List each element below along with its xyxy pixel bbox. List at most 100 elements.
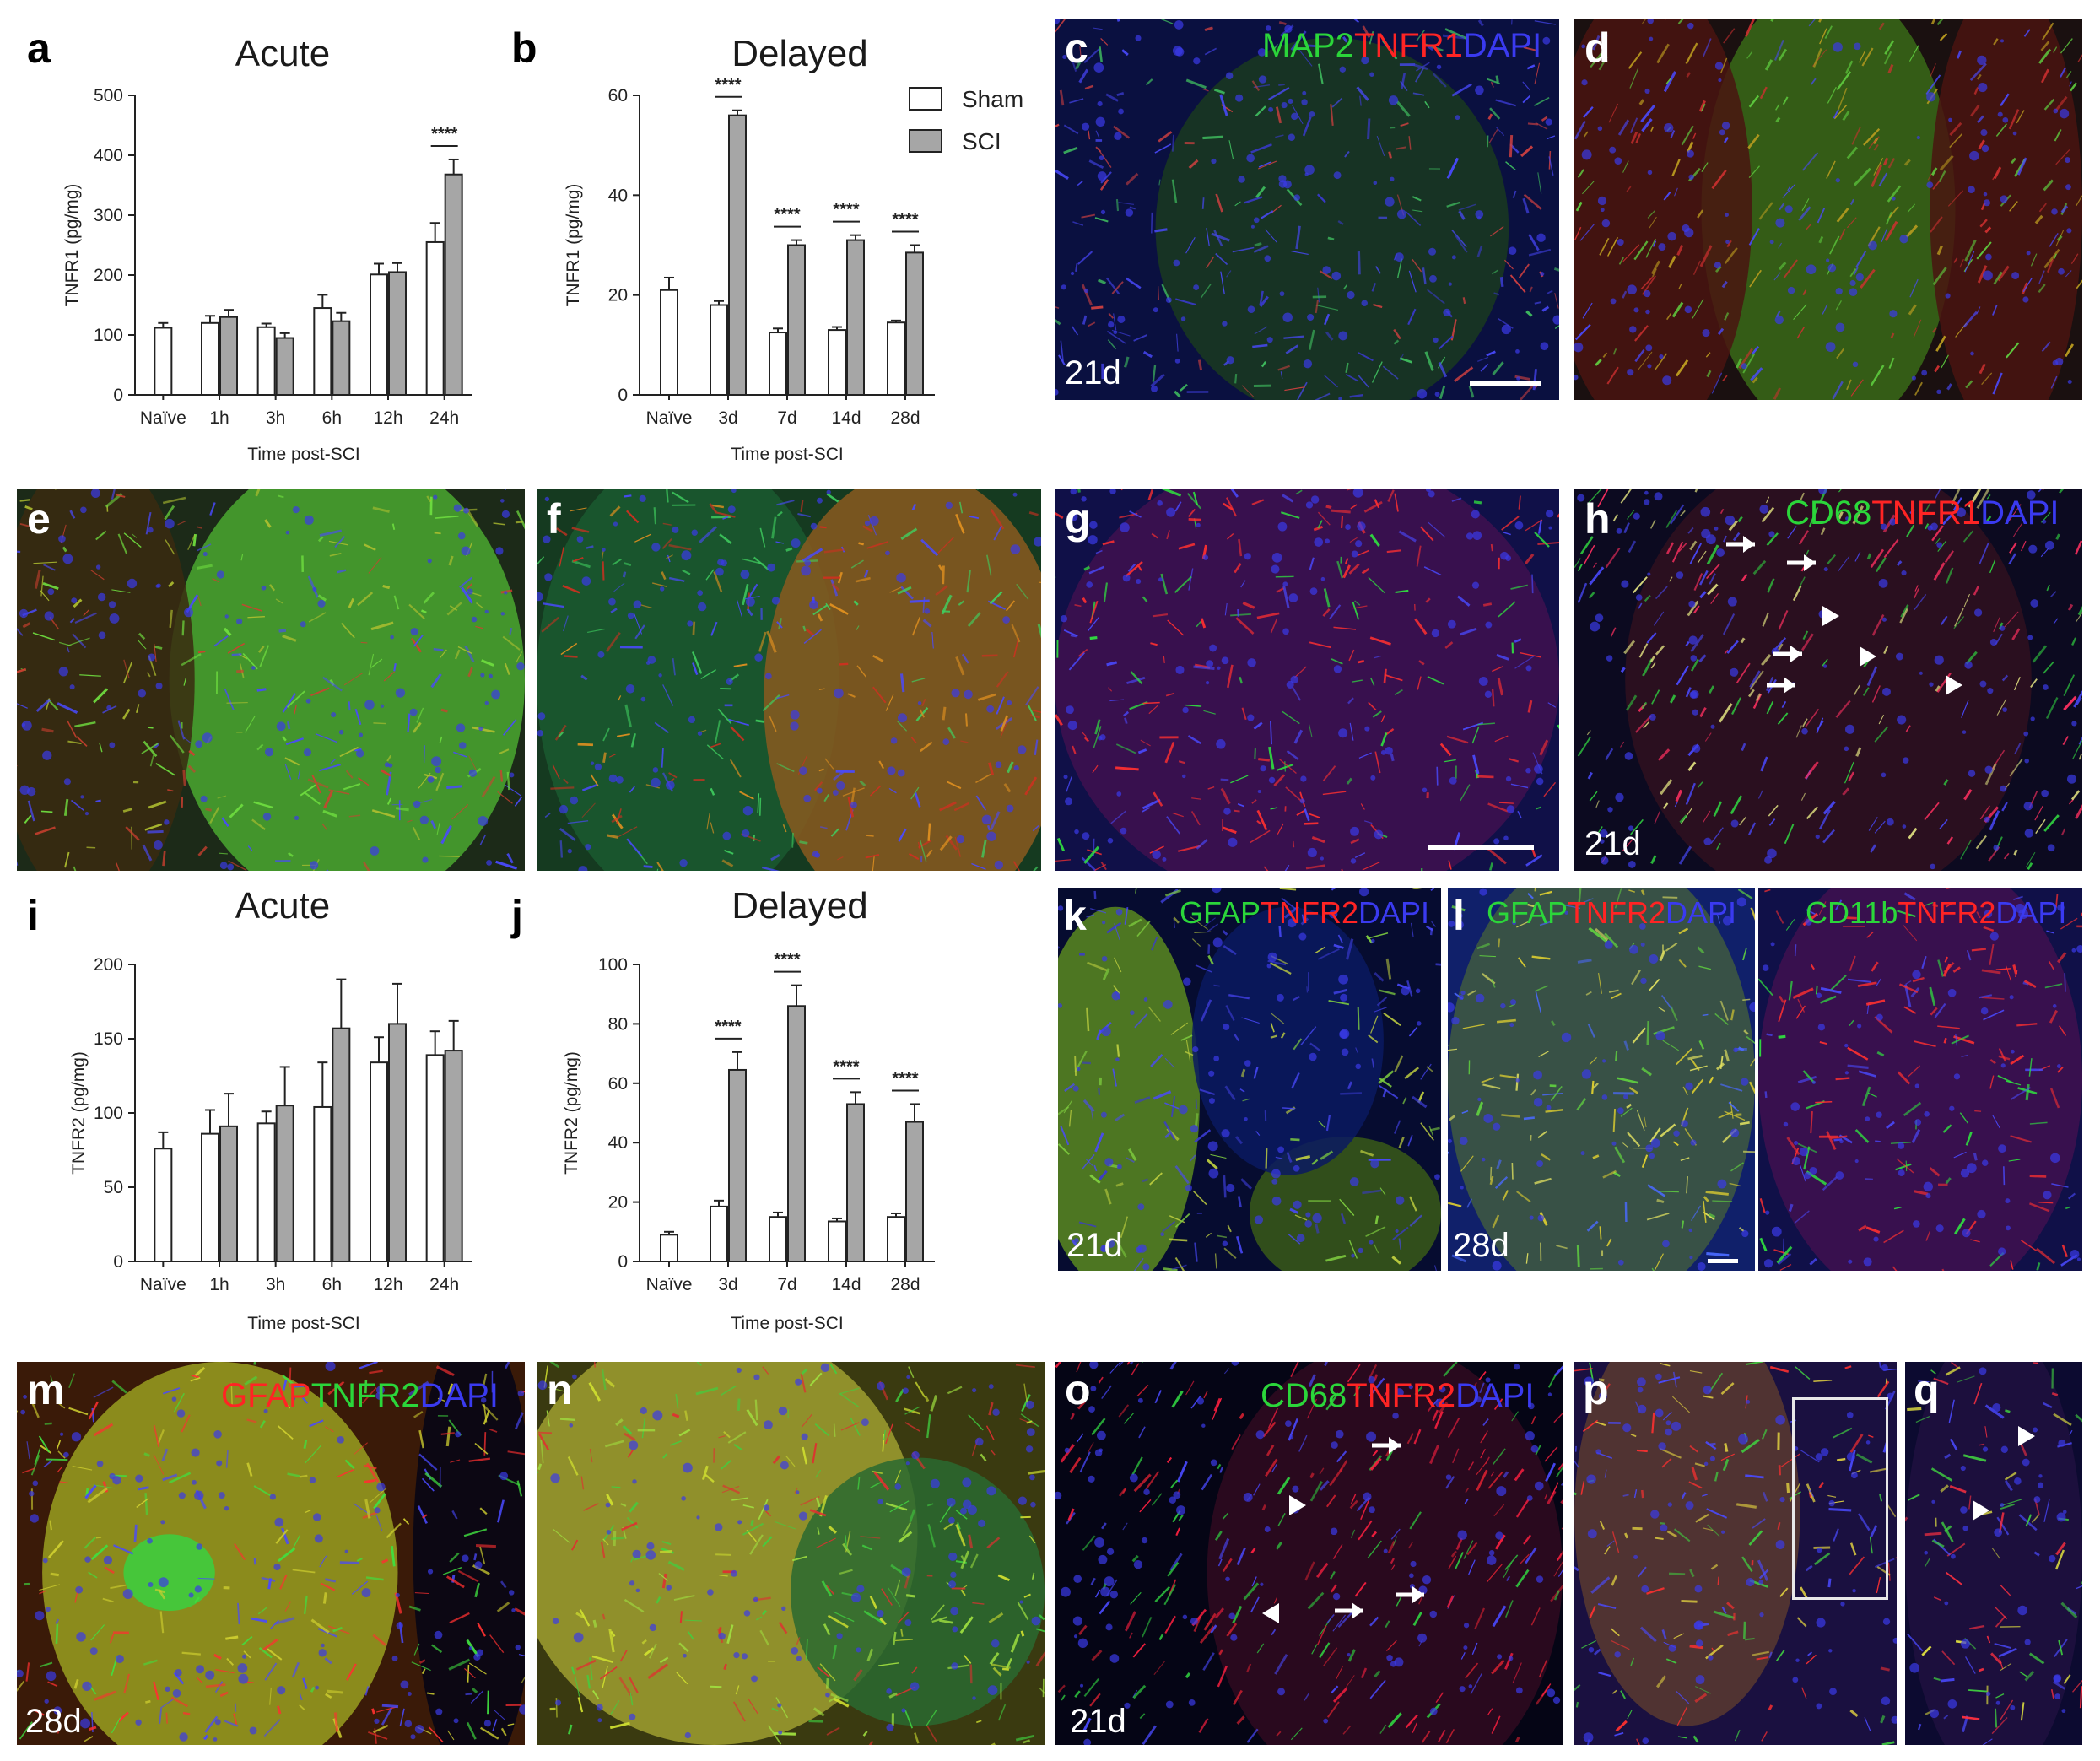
plot-area: Delayed 0 20 40 60 TNFR1 (pg/mg) Time post-SCI… [564,33,1023,464]
time-label-o: 21d [1070,1703,1126,1740]
bar-sham [313,307,332,396]
arrowhead [1289,1495,1306,1515]
chart-i: Acute 0 50 100 150 200 TNFR2 (pg/mg) Time post-… [69,885,472,1333]
x-axis-label: Time post-SCI [247,1314,359,1333]
y-tick-label: 100 [94,1104,123,1123]
panel-letter-a: a [27,24,51,72]
bar-sci [846,239,865,397]
significance-label: **** [833,201,859,219]
x-tick-label: 28d [890,408,920,428]
y-tick-label: 50 [104,1178,123,1197]
plot-area: Acute 0 100 200 300 400 500 TNFR1 (pg/mg) Time p… [62,33,472,464]
arrow-head [1389,1437,1401,1454]
arrow-head [1784,677,1795,694]
bar-sham [660,1234,678,1263]
y-tick-label: 300 [94,206,123,225]
chart-a: Acute 0 100 200 300 400 500 TNFR1 (pg/mg) Time p… [62,33,472,464]
y-axis-label: TNFR1 (pg/mg) [62,184,82,307]
arrow-head [1790,646,1802,662]
x-tick-label: 1h [209,1275,229,1294]
micrograph-q [1905,1362,2082,1745]
time-label-l: 28d [1453,1227,1509,1264]
bar-sci [444,173,463,396]
micrograph-d [1574,19,2082,400]
x-tick-label: 6h [322,408,342,428]
significance-label: **** [715,76,741,95]
micrograph-l [1448,888,1755,1271]
micrograph-texture [1058,888,1441,1271]
micrograph-texture [1574,19,2082,400]
bar-sci [728,1068,747,1262]
x-tick-label: 1h [209,408,229,428]
x-axis-label: Time post-SCI [731,445,843,464]
legend-swatch-sci [909,129,942,153]
bar-sci [787,1005,806,1262]
bar-sci [846,1103,865,1262]
micrograph-texture [17,1362,525,1745]
bar-sham [425,240,445,397]
stain-label-l: GFAPTNFR2DAPI [1487,895,1737,930]
legend-swatch-sham [909,87,942,111]
micrograph-c [1055,19,1559,400]
stain-label-o: CD68TNFR2DAPI [1261,1377,1535,1414]
arrow-head [1743,536,1755,553]
bar-sci [219,1125,238,1262]
y-tick-label: 40 [608,1133,628,1153]
bar-sham [828,1220,846,1263]
arrow-head [1804,554,1816,571]
bar-sci [275,1105,294,1263]
bar-sci [332,320,351,397]
y-tick-label: 0 [618,386,628,405]
bar-sham [201,1132,219,1263]
bar-sham [887,321,905,397]
chart-title: Acute [235,885,331,926]
bar-sci [905,1121,924,1262]
legend: Sham SCI [909,86,1023,154]
y-tick-label: 500 [94,86,123,105]
y-tick-label: 0 [113,386,123,405]
x-tick-label: Naïve [646,1275,693,1294]
time-label-h: 21d [1584,825,1641,862]
chart-title: Delayed [731,885,867,926]
bar-sci [388,1023,407,1262]
x-tick-label: 3h [266,1275,285,1294]
panel-letter-q: q [1914,1366,1940,1413]
y-tick-label: 200 [94,266,123,285]
panel-letter-h: h [1584,495,1611,543]
x-tick-label: Naïve [140,1275,186,1294]
x-axis-label: Time post-SCI [247,445,359,464]
bar-sham [828,329,846,397]
stain-label-l-cd11b: CD11bTNFR2DAPI [1806,895,2067,930]
micrograph-o [1055,1362,1563,1745]
bar-sci [905,251,924,396]
legend-label-sham: Sham [962,86,1023,112]
panel-letter-f: f [547,495,561,543]
time-label-m: 28d [25,1703,82,1740]
significance-label: **** [892,1069,918,1088]
bar-sham [154,1148,173,1262]
y-tick-label: 150 [94,1029,123,1049]
y-tick-label: 200 [94,955,123,975]
x-tick-label: 14d [831,1275,861,1294]
micrograph-texture [1758,888,2082,1271]
micrograph-texture [17,489,525,871]
y-tick-label: 0 [618,1252,628,1272]
scale-bar-l [1708,1259,1738,1263]
x-tick-label: Naïve [140,408,186,428]
micrograph-h [1574,489,2082,871]
chart-title: Delayed [731,33,867,74]
stain-label-c: MAP2TNFR1DAPI [1262,27,1542,64]
panel-letter-i: i [27,892,39,939]
panel-letter-d: d [1584,24,1611,72]
x-tick-label: 14d [831,408,861,428]
bar-sham [887,1216,905,1263]
panel-letter-g: g [1065,495,1091,543]
bar-sham [769,332,787,396]
legend-label-sci: SCI [962,128,1001,154]
bar-sham [425,1054,445,1262]
x-tick-label: 7d [777,1275,796,1294]
arrowhead [2018,1426,2035,1446]
bar-sham [154,327,173,397]
x-tick-label: 24h [429,408,459,428]
significance-label: **** [774,206,800,224]
